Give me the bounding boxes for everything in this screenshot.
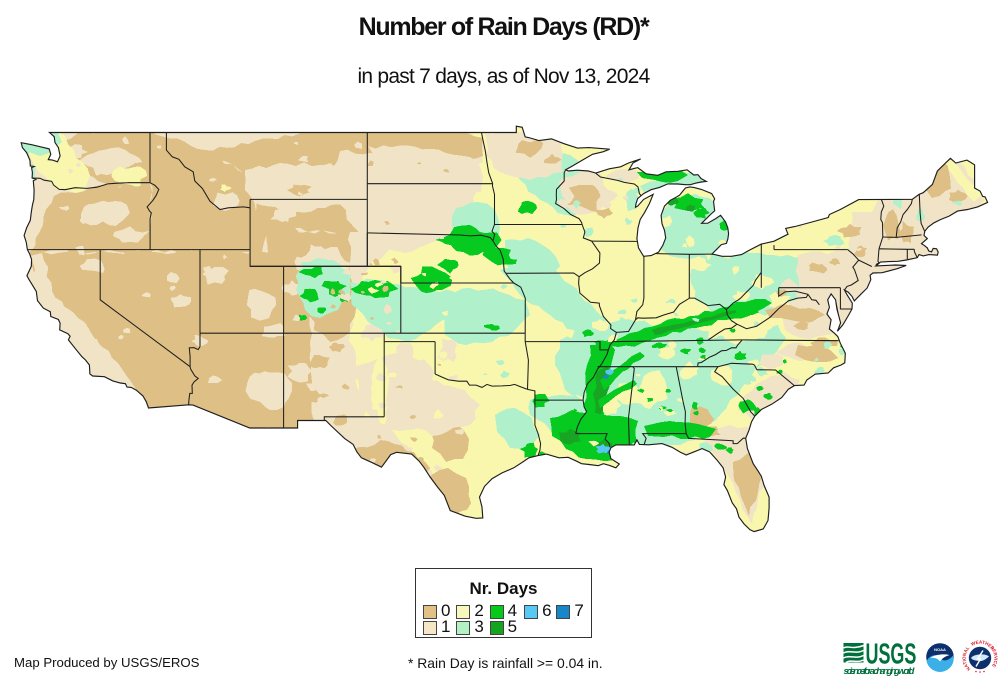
svg-text:science for a changing world: science for a changing world [844,666,915,676]
svg-text:SERVICE: SERVICE [989,645,998,668]
svg-text:NATIONAL: NATIONAL [962,645,972,671]
svg-text:USGS: USGS [866,640,917,671]
svg-text:NOAA: NOAA [934,647,946,652]
